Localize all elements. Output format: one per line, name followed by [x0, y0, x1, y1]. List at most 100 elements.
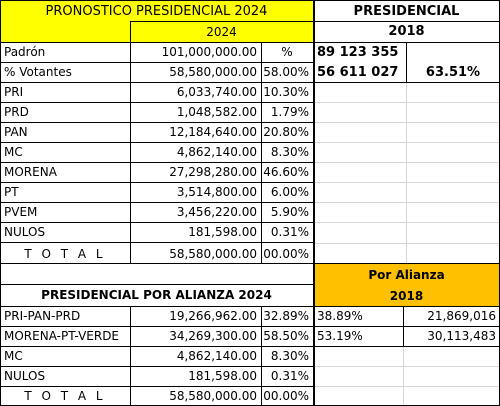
alianza-2018-title: Por Alianza [368, 267, 445, 282]
border [0, 162, 313, 163]
alianza-row-value: 19,266,962.00 [169, 309, 257, 323]
border [0, 386, 313, 387]
forecast-title: PRONOSTICO PRESIDENCIAL 2024 [45, 4, 268, 19]
alianza-2018-header-background [313, 264, 500, 306]
row-value: 12,184,640.00 [169, 125, 257, 139]
border [0, 82, 500, 83]
border [0, 202, 313, 203]
row-value: 4,862,140.00 [176, 145, 257, 159]
border [0, 306, 500, 307]
border [0, 242, 313, 243]
alianza-total-value: 58,580,000.00 [169, 389, 257, 403]
row-label: PAN [4, 125, 28, 139]
alianza-row-pct: 32.89% [263, 309, 309, 323]
row-pct: 10.30% [263, 85, 309, 99]
alianza-row-value: 34,269,300.00 [169, 329, 257, 343]
gridline [313, 366, 500, 367]
alianza-row-label: MORENA-PT-VERDE [4, 329, 120, 343]
row-label: MORENA [4, 165, 57, 179]
presidencial-2018-year: 2018 [388, 24, 425, 39]
border [0, 326, 500, 327]
row-value: 3,514,800.00 [176, 185, 257, 199]
gridline [313, 102, 500, 103]
border [0, 263, 500, 264]
row-value: 3,456,220.00 [176, 205, 257, 219]
alianza-row-pct: 58.50% [263, 329, 309, 343]
border [0, 222, 313, 223]
gridline [403, 346, 404, 406]
forecast-year: 2024 [206, 24, 237, 39]
alianza-2018-year: 2018 [389, 288, 424, 303]
gridline [406, 82, 407, 264]
row-value: 1,048,582.00 [176, 105, 257, 119]
border [0, 182, 313, 183]
border [406, 42, 407, 82]
alianza-total-pct: 100.00% [261, 389, 309, 403]
row-value: 181,598.00 [188, 225, 257, 239]
row-pct: % [281, 45, 293, 59]
row-pct: 46.60% [263, 165, 309, 179]
padron-2018: 89 123 355 [317, 44, 399, 60]
border [0, 284, 313, 285]
gridline [313, 202, 500, 203]
gridline [313, 243, 500, 244]
gridline [313, 122, 500, 123]
border [0, 62, 313, 63]
row-pct: 58.00% [263, 65, 309, 79]
border [313, 0, 315, 406]
border [0, 346, 500, 347]
alianza-row-label: NULOS [4, 369, 46, 383]
total-value: 58,580,000.00 [169, 246, 257, 261]
row-label: MC [4, 145, 23, 159]
border [0, 122, 313, 123]
row-label: Padrón [4, 45, 46, 59]
alianza-row-pct: 0.31% [270, 369, 309, 383]
border [0, 366, 313, 367]
alianza-total-label: T O T A L [24, 389, 106, 403]
gridline [313, 222, 500, 223]
row-pct: 20.80% [263, 125, 309, 139]
row-value: 6,033,740.00 [176, 85, 257, 99]
alianza-2018-value: 21,869,016 [427, 309, 496, 323]
row-value: 101,000,000.00 [161, 45, 257, 59]
votantes-pct-2018: 63.51% [425, 64, 481, 80]
border [130, 306, 131, 406]
alianza-row-value: 4,862,140.00 [176, 349, 257, 363]
gridline [313, 386, 500, 387]
alianza-row-label: MC [4, 349, 23, 363]
votantes-2018: 56 611 027 [317, 64, 399, 80]
alianza-row-pct: 8.30% [270, 349, 309, 363]
border [0, 0, 1, 406]
row-label: PT [4, 185, 19, 199]
row-pct: 1.79% [270, 105, 309, 119]
alianza-title: PRESIDENCIAL POR ALIANZA 2024 [41, 288, 272, 302]
gridline [313, 142, 500, 143]
row-label: PRD [4, 105, 29, 119]
border [130, 21, 313, 22]
border [0, 142, 313, 143]
total-label: T O T A L [24, 246, 106, 261]
row-value: 27,298,280.00 [169, 165, 257, 179]
gridline [313, 162, 500, 163]
row-label: % Votantes [4, 65, 72, 79]
border [0, 0, 500, 1]
border [0, 42, 500, 43]
row-label: PRI [4, 85, 24, 99]
total-pct: 100.00% [261, 246, 309, 261]
alianza-2018-pct: 38.89% [317, 309, 363, 323]
border [261, 306, 262, 406]
row-pct: 0.31% [270, 225, 309, 239]
border [313, 21, 500, 22]
alianza-row-label: PRI-PAN-PRD [4, 309, 81, 323]
gridline [313, 182, 500, 183]
alianza-2018-pct: 53.19% [317, 329, 363, 343]
border [403, 306, 404, 346]
row-label: NULOS [4, 225, 46, 239]
border [130, 21, 131, 264]
row-pct: 6.00% [270, 185, 309, 199]
border [0, 102, 313, 103]
row-pct: 8.30% [270, 145, 309, 159]
alianza-row-value: 181,598.00 [188, 369, 257, 383]
presidencial-2018-title: PRESIDENCIAL [353, 4, 460, 19]
